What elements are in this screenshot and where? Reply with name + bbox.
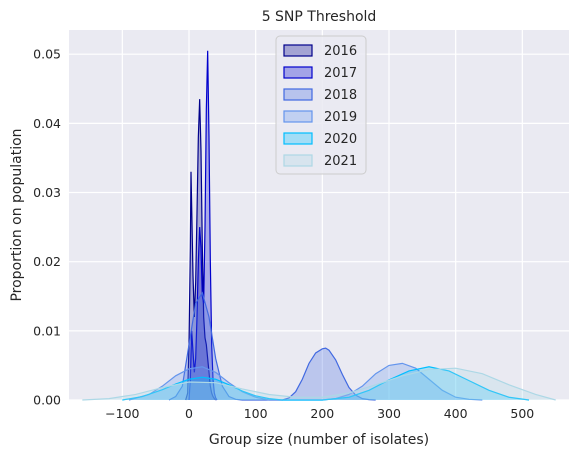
series-line-2017 bbox=[188, 50, 218, 401]
series-area-2021 bbox=[82, 368, 556, 400]
legend-swatch-2021 bbox=[283, 154, 313, 167]
series-area-2020 bbox=[122, 366, 529, 400]
x-tick-label: 400 bbox=[444, 406, 468, 421]
density-series bbox=[82, 50, 556, 401]
x-tick-label: 300 bbox=[377, 406, 401, 421]
y-tick-label: 0.03 bbox=[33, 185, 61, 200]
legend-label-2017: 2017 bbox=[324, 66, 357, 81]
y-tick-label: 0.05 bbox=[33, 47, 61, 62]
legend-swatch-2018 bbox=[283, 88, 313, 101]
legend-label-2016: 2016 bbox=[324, 44, 357, 59]
series-line-2021 bbox=[82, 367, 556, 401]
legend-label-2019: 2019 bbox=[324, 110, 357, 125]
x-tick-label: −100 bbox=[105, 406, 139, 421]
x-tick-label: 500 bbox=[510, 406, 534, 421]
x-axis-title: Group size (number of isolates) bbox=[209, 432, 429, 448]
x-tick-label: 0 bbox=[185, 406, 193, 421]
series-line-2020 bbox=[122, 366, 530, 401]
y-tick-labels: 0.00 0.01 0.02 0.03 0.04 0.05 bbox=[33, 47, 61, 408]
chart-title: 5 SNP Threshold bbox=[262, 9, 377, 25]
legend-swatch-2017 bbox=[283, 66, 313, 79]
legend-label-2020: 2020 bbox=[324, 132, 357, 147]
legend-swatch-2020 bbox=[283, 132, 313, 145]
y-tick-label: 0.02 bbox=[33, 254, 61, 269]
legend-frame bbox=[275, 35, 367, 175]
legend: 2016 2017 2018 2019 2020 2021 bbox=[275, 35, 367, 175]
series-area-2017 bbox=[189, 50, 217, 400]
series-line-2018 bbox=[168, 291, 376, 401]
y-tick-label: 0.01 bbox=[33, 323, 61, 338]
x-tick-labels: −100 0 100 200 300 400 500 bbox=[105, 406, 534, 421]
series-area-2019 bbox=[129, 363, 483, 400]
x-tick-label: 100 bbox=[244, 406, 268, 421]
y-tick-label: 0.04 bbox=[33, 116, 61, 131]
grid bbox=[69, 30, 569, 401]
legend-label-2018: 2018 bbox=[324, 88, 357, 103]
series-line-2016 bbox=[185, 99, 217, 401]
legend-swatch-2016 bbox=[283, 44, 313, 57]
series-area-2018 bbox=[169, 292, 376, 400]
legend-label-2021: 2021 bbox=[324, 154, 357, 169]
y-tick-label: 0.00 bbox=[33, 393, 61, 408]
x-tick-label: 200 bbox=[310, 406, 334, 421]
legend-swatch-2019 bbox=[283, 110, 313, 123]
y-axis-title: Proportion on population bbox=[9, 128, 25, 301]
